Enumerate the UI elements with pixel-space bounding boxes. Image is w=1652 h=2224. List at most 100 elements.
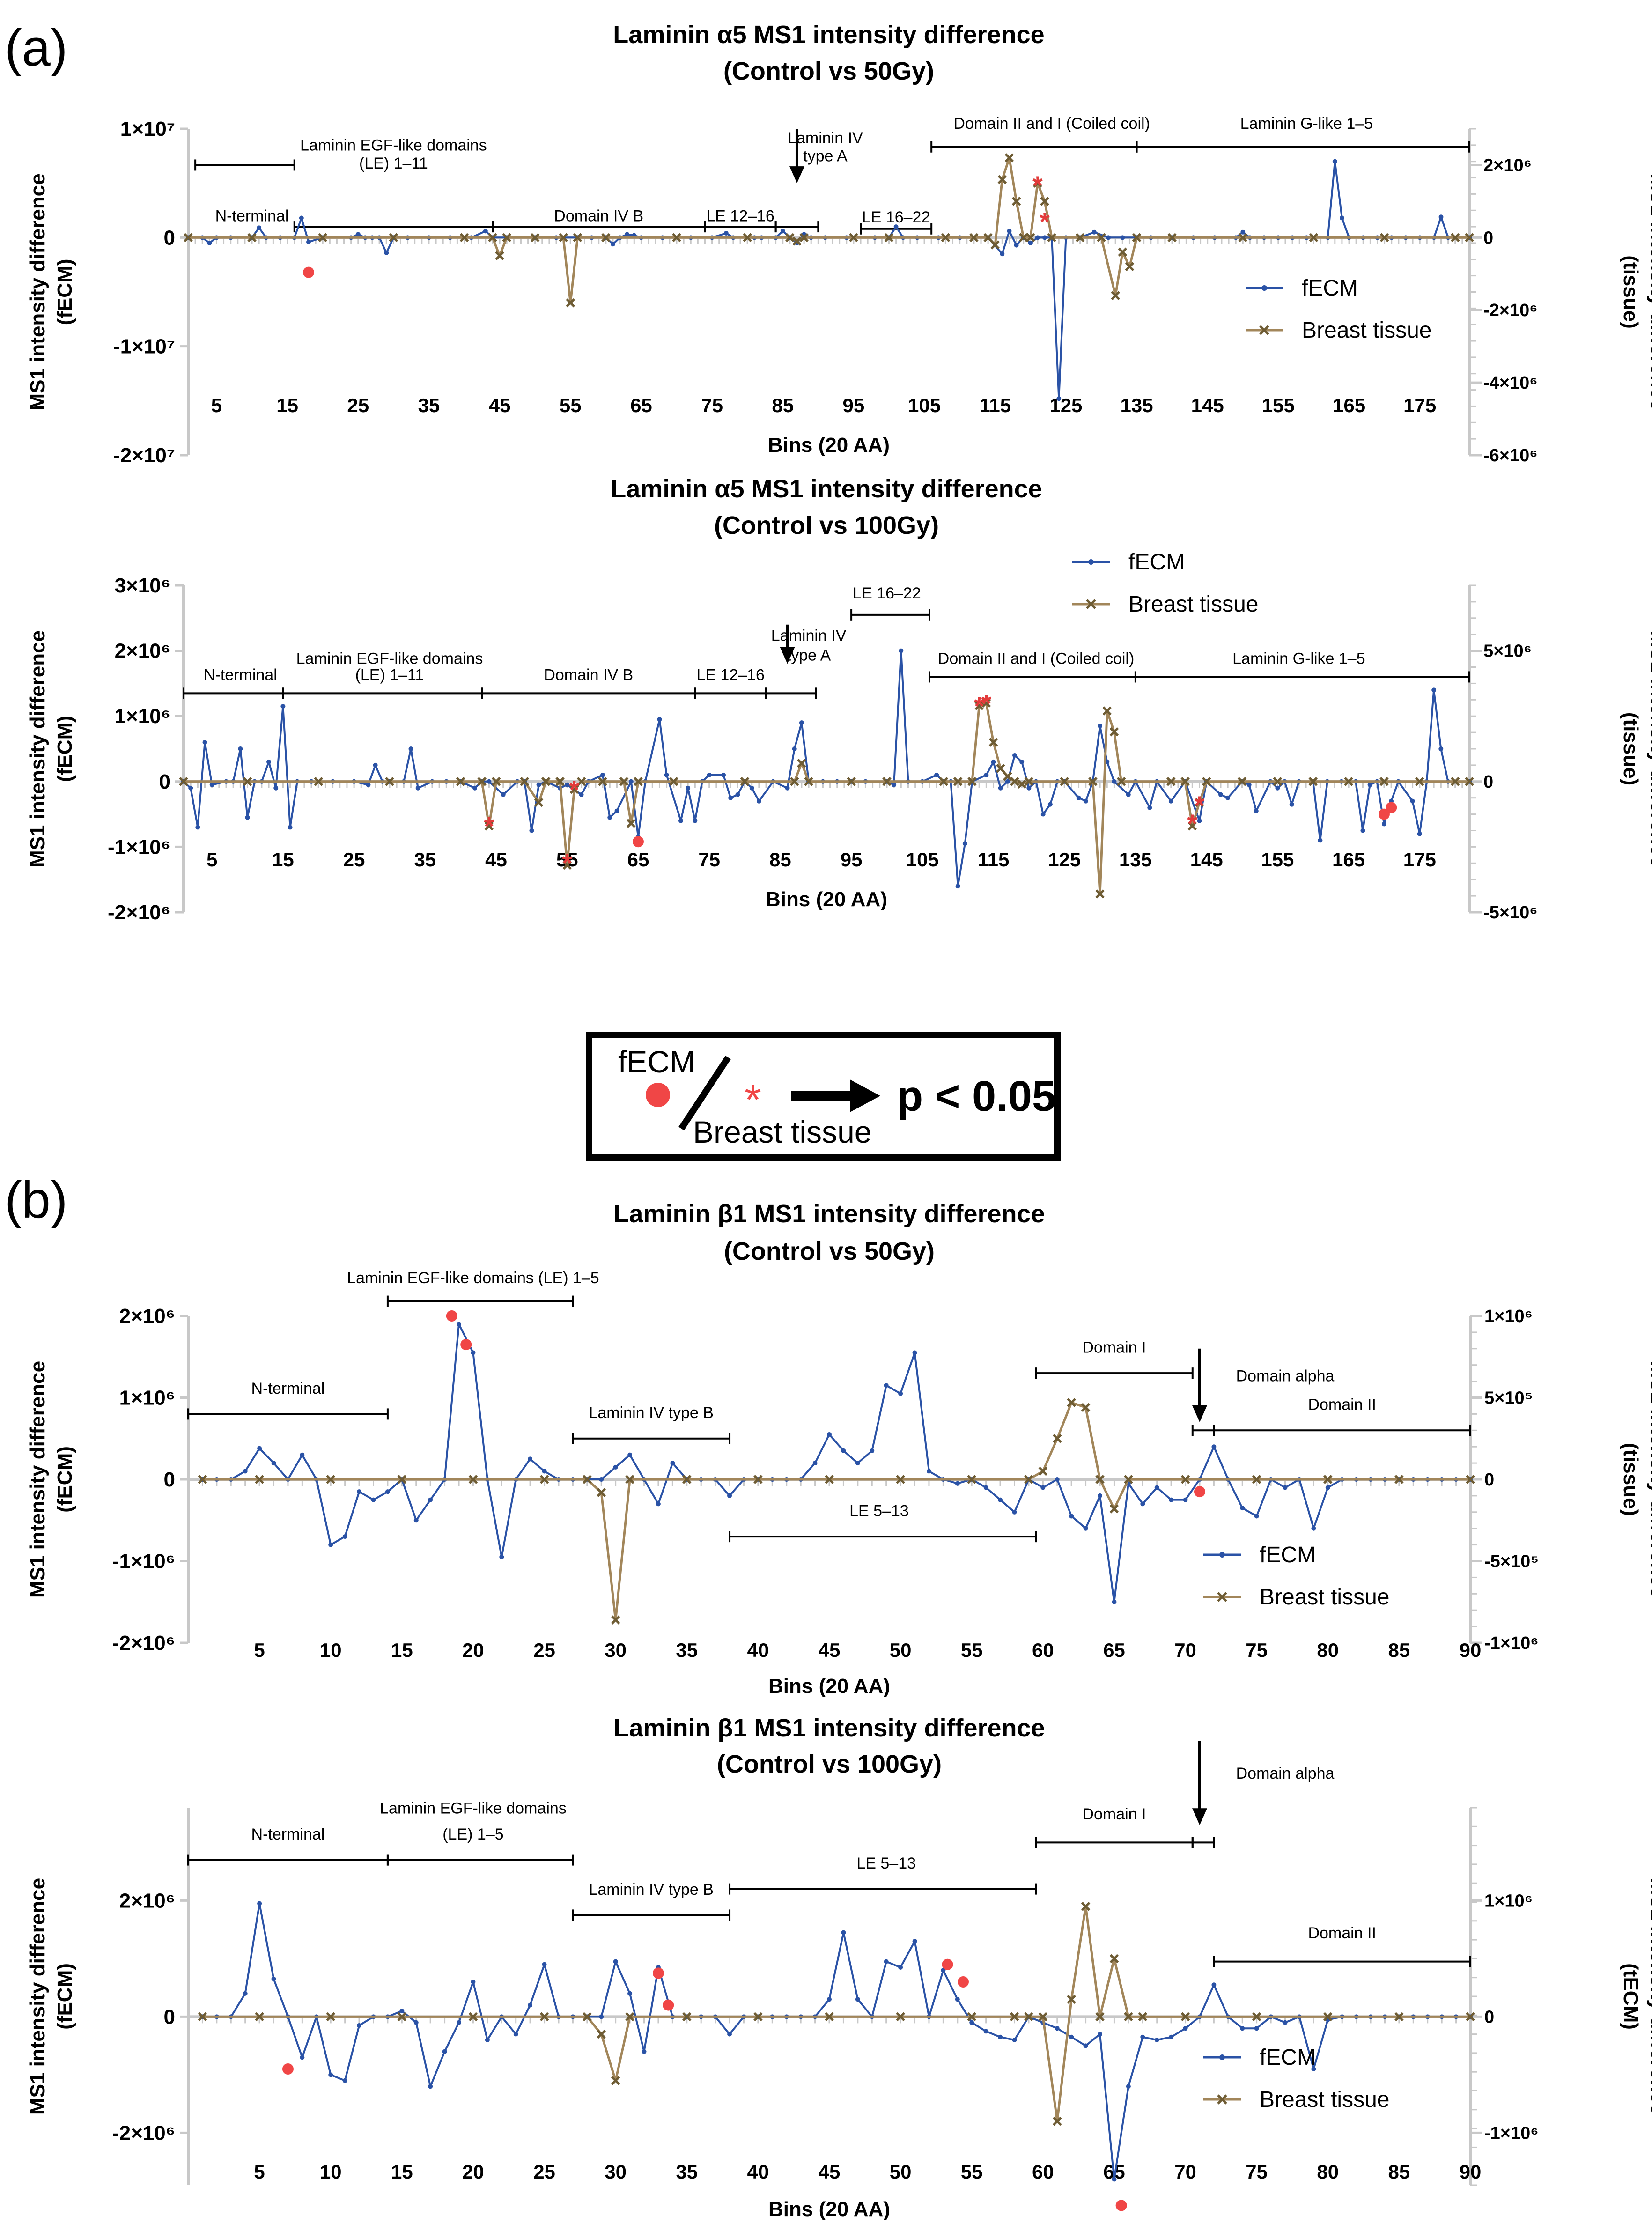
left-y-axis-label-line: (fECM)	[53, 1963, 76, 2030]
tissue-data-point	[534, 798, 544, 807]
tissue-marker-stroke	[456, 777, 465, 786]
x-tick-label: 80	[1317, 1639, 1339, 1661]
fecm-data-point	[1311, 2067, 1316, 2071]
right-y-tick-label: -1×10⁶	[1484, 1633, 1539, 1653]
tissue-marker-stroke	[1052, 2116, 1062, 2126]
domain-annotation: LE 5–13	[849, 1502, 909, 1520]
x-tick-label: 5	[206, 849, 217, 871]
tissue-data-point	[1379, 233, 1389, 243]
right-y-tick-label: 1×10⁶	[1484, 1307, 1533, 1326]
key-fecm-label: fECM	[618, 1044, 695, 1079]
significant-tissue-star: *	[562, 848, 572, 878]
x-tick-label: 45	[819, 2161, 841, 2183]
chart-subtitle: (Control vs 50Gy)	[724, 1237, 935, 1265]
domain-annotation: LE 16–22	[862, 208, 930, 226]
fecm-data-point	[1012, 1509, 1017, 1515]
tissue-marker-stroke	[1415, 777, 1424, 786]
key-arrow-head	[850, 1079, 880, 1112]
fecm-data-point	[306, 239, 311, 244]
fecm-data-point	[1120, 235, 1125, 240]
tissue-data-point	[1060, 777, 1069, 786]
fecm-data-point	[1112, 2177, 1117, 2182]
tissue-marker-stroke	[583, 1475, 592, 1484]
tissue-data-point	[785, 233, 795, 243]
fecm-data-point	[1098, 724, 1103, 729]
x-tick-label: 105	[908, 394, 941, 416]
tissue-data-point	[1237, 777, 1247, 786]
fecm-data-point	[1055, 1477, 1060, 1482]
fecm-data-point	[721, 772, 726, 777]
right-y-tick-label: 5×10⁵	[1484, 1389, 1533, 1408]
fecm-data-point	[756, 798, 761, 804]
tissue-data-point	[488, 233, 497, 243]
tissue-marker-stroke	[1052, 1433, 1062, 1443]
tissue-data-point	[243, 777, 252, 786]
significant-tissue-star: *	[981, 688, 991, 718]
fecm-data-point	[1069, 1514, 1074, 1519]
domain-arrow-head	[1192, 1405, 1207, 1422]
tissue-data-point	[1166, 777, 1176, 786]
tissue-data-point	[1344, 777, 1353, 786]
tissue-data-point	[611, 1615, 620, 1625]
fecm-data-point	[893, 224, 899, 229]
x-tick-label: 10	[320, 1639, 342, 1661]
x-tick-label: 35	[676, 1639, 698, 1661]
right-y-tick-label: 0	[1483, 772, 1493, 792]
tissue-marker-stroke	[1109, 727, 1119, 737]
right-y-axis-label: MS1 intensity difference (tECM)	[1619, 1878, 1652, 2115]
tissue-data-point	[1024, 777, 1034, 786]
tissue-marker-stroke	[468, 1475, 478, 1484]
x-tick-label: 165	[1332, 849, 1365, 871]
domain-annotation: Domain IV B	[554, 207, 643, 225]
tissue-data-point	[1081, 1403, 1091, 1412]
tissue-data-point	[896, 1475, 905, 1484]
tissue-marker-stroke	[562, 860, 572, 870]
tissue-data-point	[825, 1475, 834, 1484]
fecm-data-point	[1083, 798, 1088, 804]
tissue-marker-stroke	[520, 777, 529, 786]
x-tick-label: 75	[701, 394, 723, 416]
x-tick-label: 115	[979, 394, 1011, 416]
tissue-marker-stroke	[669, 777, 678, 786]
tissue-marker-stroke	[953, 777, 963, 786]
tissue-data-point	[1252, 2012, 1261, 2022]
domain-annotation: (LE) 1–11	[359, 155, 428, 172]
x-tick-label: 75	[698, 849, 720, 871]
x-tick-label: 70	[1174, 1639, 1196, 1661]
tissue-marker-stroke	[967, 1475, 976, 1484]
tissue-data-point	[1067, 1995, 1076, 2004]
tissue-marker-stroke	[1075, 233, 1085, 243]
fecm-data-point	[1339, 215, 1344, 221]
x-tick-label: 35	[676, 2161, 698, 2183]
fecm-data-point	[1007, 229, 1012, 234]
fecm-data-point	[1360, 828, 1365, 833]
fecm-data-point	[664, 772, 669, 777]
fecm-data-point	[884, 1959, 889, 1964]
fecm-data-point	[528, 2002, 533, 2008]
tissue-data-point	[1323, 2012, 1333, 2022]
tissue-data-point	[990, 240, 1000, 250]
legend-tissue-label: Breast tissue	[1260, 2087, 1389, 2112]
left-y-tick-label: -2×10⁶	[112, 1632, 175, 1655]
tissue-data-point	[184, 233, 193, 243]
right-y-tick-label: 0	[1484, 2007, 1494, 2027]
tissue-marker-stroke	[825, 2012, 834, 2022]
domain-annotation: Domain II and I (Coiled coil)	[953, 115, 1150, 133]
fecm-data-point	[415, 785, 420, 791]
tissue-marker-stroke	[981, 698, 991, 708]
chart-legend: fECM Breast tissue	[1246, 276, 1431, 343]
x-tick-label: 60	[1032, 2161, 1054, 2183]
fecm-data-point	[399, 2009, 405, 2013]
fecm-data-point	[207, 240, 212, 245]
fecm-data-point	[855, 1461, 860, 1466]
tissue-marker-stroke	[597, 2029, 606, 2039]
tissue-marker-stroke	[1095, 1475, 1105, 1484]
tissue-marker-stroke	[1026, 233, 1035, 243]
tissue-marker-stroke	[1323, 1475, 1333, 1484]
tissue-data-point	[539, 1475, 549, 1484]
fecm-data-point	[841, 1930, 846, 1935]
panel-label-a: (a)	[5, 19, 67, 77]
tissue-data-point	[1308, 777, 1318, 786]
x-tick-label: 5	[211, 394, 222, 416]
domain-annotation: (LE) 1–5	[442, 1825, 503, 1843]
